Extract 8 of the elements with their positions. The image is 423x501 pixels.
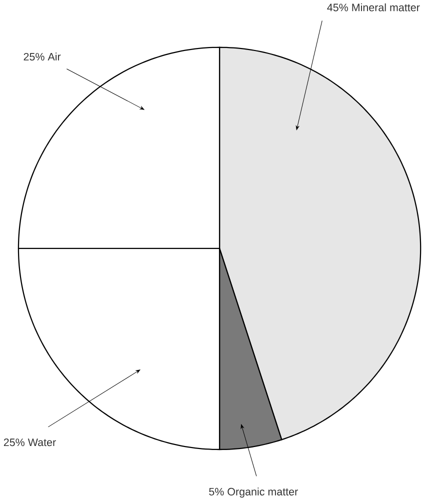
slice-label: Air [48,52,60,60]
slice-label: Water [28,438,56,446]
slice-label: Organic matter [227,488,298,498]
data-label: 25% [24,52,44,61]
data-label: 45% [326,4,348,12]
slice-label: Mineral matter [352,3,420,12]
data-label: 5% [208,488,224,496]
data-label: 25% [4,438,24,446]
